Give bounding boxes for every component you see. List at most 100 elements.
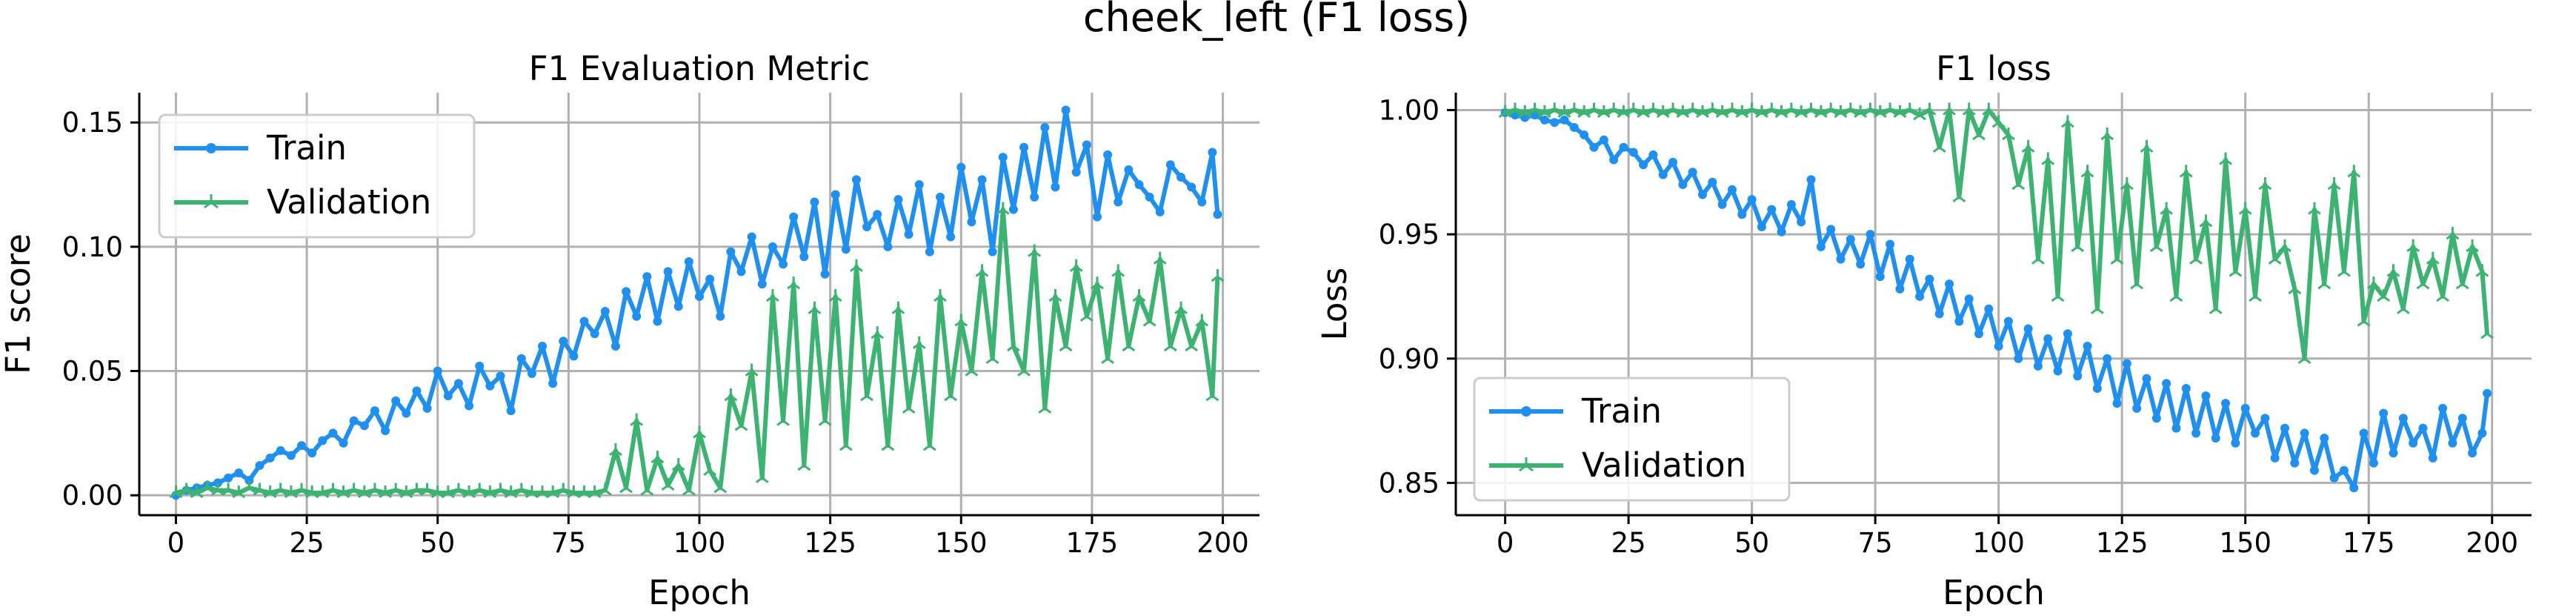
data-point xyxy=(1856,259,1866,269)
data-point xyxy=(179,483,193,496)
data-point xyxy=(538,342,548,351)
legend: Train Validation xyxy=(158,113,476,239)
x-tick-label: 50 xyxy=(1734,527,1769,559)
data-point xyxy=(841,245,851,254)
data-point xyxy=(1945,279,1954,289)
data-point xyxy=(357,485,371,499)
data-point xyxy=(653,317,662,326)
data-point xyxy=(443,391,453,401)
data-point xyxy=(1886,239,1895,249)
data-point xyxy=(1103,150,1113,159)
data-point xyxy=(453,379,463,388)
data-point xyxy=(2483,388,2492,398)
data-point xyxy=(1111,264,1125,277)
data-point xyxy=(1007,339,1020,352)
data-point xyxy=(693,425,706,439)
data-point xyxy=(956,162,966,172)
data-point xyxy=(1843,102,1857,116)
data-point xyxy=(1008,205,1018,214)
legend-label: Train xyxy=(266,128,347,168)
data-point xyxy=(598,483,612,496)
data-point xyxy=(1836,254,1846,264)
data-point xyxy=(452,483,465,496)
data-point xyxy=(1122,339,1136,352)
data-point xyxy=(2149,239,2163,253)
data-point xyxy=(998,153,1008,162)
data-point xyxy=(1737,210,1747,219)
data-point xyxy=(1101,351,1114,364)
y-axis-label: Loss xyxy=(1315,268,1354,341)
data-point xyxy=(2142,374,2151,383)
data-point xyxy=(975,264,989,277)
data-point xyxy=(779,259,788,269)
data-point xyxy=(768,242,777,251)
data-point xyxy=(965,363,979,377)
data-point xyxy=(1962,102,1976,116)
data-point xyxy=(483,485,497,499)
data-point xyxy=(2386,264,2400,277)
data-point xyxy=(996,202,1010,215)
data-point xyxy=(2406,239,2420,253)
data-point xyxy=(1727,185,1737,194)
data-point xyxy=(2201,391,2211,401)
y-tick-label: 0.10 xyxy=(62,231,123,263)
data-point xyxy=(2041,152,2055,165)
legend-label: Train xyxy=(1581,391,1662,431)
data-point xyxy=(1560,115,1569,125)
data-point xyxy=(860,388,873,402)
data-point xyxy=(399,485,413,499)
x-tick-label: 100 xyxy=(673,527,726,559)
data-point xyxy=(2179,165,2193,178)
data-point xyxy=(912,336,926,349)
data-point xyxy=(2171,423,2181,433)
data-point xyxy=(1498,105,1512,119)
data-point xyxy=(2475,264,2489,277)
data-point xyxy=(650,450,665,464)
data-point xyxy=(713,480,728,494)
data-point xyxy=(787,276,801,290)
data-point xyxy=(326,483,340,496)
data-point xyxy=(2132,403,2142,413)
data-point xyxy=(850,259,863,272)
data-point xyxy=(1617,105,1631,119)
data-point xyxy=(1628,148,1638,157)
data-point xyxy=(2327,177,2341,191)
data-point xyxy=(339,438,348,448)
data-point xyxy=(2398,414,2408,423)
data-point xyxy=(1913,107,1926,121)
data-point xyxy=(2337,264,2351,277)
data-point xyxy=(797,457,811,471)
legend-marker xyxy=(1519,457,1534,472)
data-point xyxy=(1994,342,2003,351)
data-point xyxy=(307,448,317,458)
data-point xyxy=(2300,428,2309,438)
data-point xyxy=(799,252,809,262)
f1-loss-chart: 0 25 50 75 100 125 150 175 200 0.85 0.90 0.95 1.00 F1… xyxy=(1315,49,2532,612)
data-point xyxy=(1518,105,1532,119)
data-point xyxy=(1883,102,1897,116)
data-point xyxy=(1786,199,1796,209)
data-point xyxy=(1846,234,1855,244)
data-point xyxy=(1755,105,1768,119)
data-point xyxy=(946,232,956,242)
data-point xyxy=(640,483,654,496)
data-point xyxy=(2014,354,2023,363)
data-point xyxy=(776,413,790,426)
data-point xyxy=(316,485,330,499)
x-tick-label: 50 xyxy=(420,527,455,559)
data-point xyxy=(851,175,861,185)
data-point xyxy=(967,217,976,227)
data-point xyxy=(936,192,945,202)
data-point xyxy=(2209,301,2223,314)
data-point xyxy=(1816,242,1826,251)
x-axis-label: Epoch xyxy=(1943,573,2045,612)
data-point xyxy=(556,483,570,496)
data-point xyxy=(1765,102,1779,116)
data-point xyxy=(276,446,285,455)
data-point xyxy=(1626,102,1640,116)
data-point xyxy=(496,371,505,381)
data-point xyxy=(1854,105,1868,119)
data-point xyxy=(1528,102,1542,116)
data-point xyxy=(1637,105,1650,119)
